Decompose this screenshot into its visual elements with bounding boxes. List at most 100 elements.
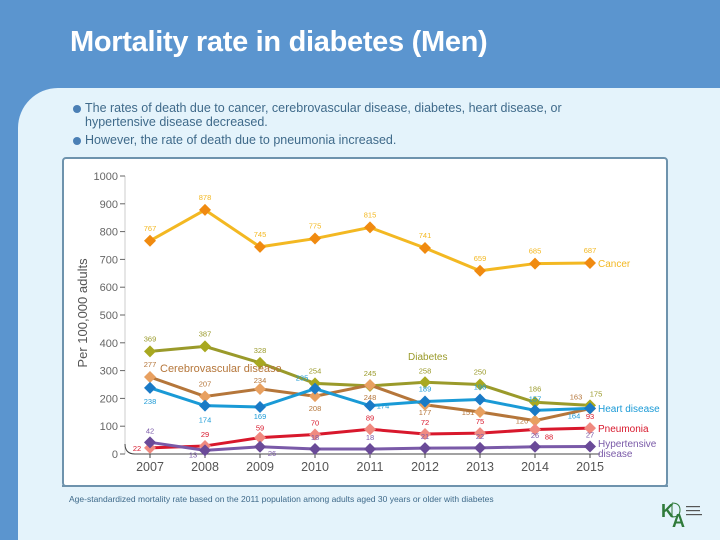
data-point-marker bbox=[309, 232, 321, 245]
data-point-marker bbox=[474, 427, 486, 440]
data-point-marker bbox=[144, 436, 156, 449]
x-tick-label: 2009 bbox=[246, 460, 274, 474]
series-name-label: Heart disease bbox=[598, 404, 660, 415]
data-point-marker bbox=[584, 402, 596, 415]
bullet-dot-icon bbox=[73, 105, 81, 113]
data-label: 89 bbox=[366, 413, 374, 422]
data-point-marker bbox=[364, 379, 376, 392]
data-label: 120 bbox=[516, 417, 529, 426]
series-name-label: Diabetes bbox=[408, 352, 447, 363]
series-name-label: disease bbox=[598, 449, 633, 460]
data-label: 163 bbox=[570, 393, 583, 402]
data-label: 26 bbox=[268, 449, 276, 458]
data-label: 815 bbox=[364, 210, 377, 219]
data-label: 27 bbox=[586, 430, 594, 439]
data-label: 196 bbox=[474, 383, 487, 392]
data-label: 277 bbox=[144, 360, 157, 369]
data-point-marker bbox=[199, 340, 211, 353]
y-tick-label: 700 bbox=[100, 254, 118, 266]
data-label: 169 bbox=[254, 412, 267, 421]
data-point-marker bbox=[474, 264, 486, 277]
data-label: 745 bbox=[254, 230, 267, 239]
x-tick-label: 2011 bbox=[357, 460, 384, 474]
data-label: 245 bbox=[364, 369, 377, 378]
x-tick-label: 2010 bbox=[301, 460, 329, 474]
series-name-label: Cancer bbox=[598, 259, 631, 270]
y-tick-label: 200 bbox=[100, 393, 118, 405]
y-tick-label: 100 bbox=[100, 421, 118, 433]
x-axis-line bbox=[124, 443, 600, 455]
series-name-label: Cerebrovascular disease bbox=[160, 363, 282, 375]
data-point-marker bbox=[419, 427, 431, 440]
data-label: 328 bbox=[254, 346, 267, 355]
data-point-marker bbox=[144, 370, 156, 383]
data-label: 186 bbox=[529, 384, 542, 393]
header-band bbox=[0, 0, 720, 88]
data-point-marker bbox=[364, 423, 376, 436]
data-point-marker bbox=[254, 401, 266, 414]
data-label: 659 bbox=[474, 254, 487, 263]
data-point-marker bbox=[144, 381, 156, 394]
data-point-marker bbox=[254, 440, 266, 453]
svg-text:K: K bbox=[661, 501, 674, 521]
slide-title: Mortality rate in diabetes (Men) bbox=[70, 26, 488, 58]
data-label: 75 bbox=[476, 417, 484, 426]
data-label: 175 bbox=[590, 389, 603, 398]
data-point-marker bbox=[144, 234, 156, 247]
data-point-marker bbox=[254, 382, 266, 395]
data-label: 248 bbox=[364, 393, 377, 402]
data-point-marker bbox=[199, 390, 211, 403]
data-label: 174 bbox=[377, 402, 390, 411]
data-label: 151 bbox=[462, 408, 475, 417]
data-point-marker bbox=[474, 378, 486, 391]
data-point-marker bbox=[584, 440, 596, 453]
data-label: 59 bbox=[256, 424, 264, 433]
data-label: 234 bbox=[254, 376, 267, 385]
data-label: 369 bbox=[144, 334, 157, 343]
data-point-marker bbox=[199, 444, 211, 457]
data-point-marker bbox=[419, 442, 431, 455]
data-point-marker bbox=[529, 257, 541, 270]
x-tick-label: 2014 bbox=[521, 460, 549, 474]
data-label: 72 bbox=[421, 418, 429, 427]
data-point-marker bbox=[474, 406, 486, 419]
data-label: 254 bbox=[309, 366, 322, 375]
data-point-marker bbox=[529, 396, 541, 409]
y-tick-label: 0 bbox=[112, 449, 118, 461]
data-label: 18 bbox=[366, 433, 374, 442]
bullet-item: The rates of death due to cancer, cerebr… bbox=[73, 101, 625, 129]
data-label: 878 bbox=[199, 193, 212, 202]
series-name-label: Hypertensive bbox=[598, 439, 657, 450]
data-label: 208 bbox=[309, 404, 322, 413]
y-tick-label: 1000 bbox=[94, 171, 118, 183]
data-label: 26 bbox=[531, 431, 539, 440]
data-label: 174 bbox=[199, 416, 212, 425]
chart-frame bbox=[62, 157, 668, 487]
data-point-marker bbox=[474, 393, 486, 406]
data-label: 235 bbox=[296, 374, 309, 383]
data-label: 22 bbox=[133, 444, 141, 453]
data-label: 238 bbox=[144, 397, 157, 406]
data-point-marker bbox=[584, 422, 596, 435]
data-point-marker bbox=[309, 390, 321, 403]
kda-logo: K A bbox=[661, 501, 702, 527]
data-label: 685 bbox=[529, 247, 542, 256]
y-tick-label: 400 bbox=[100, 338, 118, 350]
data-point-marker bbox=[529, 423, 541, 436]
data-label: 207 bbox=[199, 379, 212, 388]
data-point-marker bbox=[254, 431, 266, 444]
data-point-marker bbox=[309, 428, 321, 441]
data-label: 250 bbox=[474, 368, 487, 377]
data-point-marker bbox=[254, 356, 266, 369]
data-label: 42 bbox=[146, 426, 154, 435]
data-point-marker bbox=[529, 404, 541, 417]
bullet-list: The rates of death due to cancer, cerebr… bbox=[73, 101, 625, 151]
data-point-marker bbox=[144, 345, 156, 358]
data-label: 18 bbox=[311, 433, 319, 442]
data-label: 189 bbox=[419, 384, 432, 393]
data-point-marker bbox=[364, 442, 376, 455]
y-tick-label: 300 bbox=[100, 366, 118, 378]
bullet-item: However, the rate of death due to pneumo… bbox=[73, 133, 625, 147]
bullet-dot-icon bbox=[73, 137, 81, 145]
